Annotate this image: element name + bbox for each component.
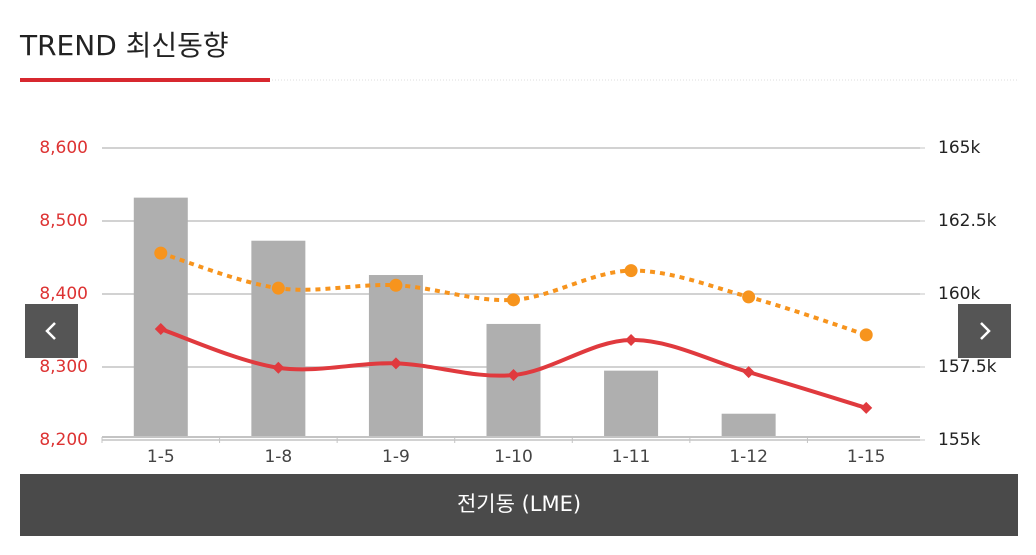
- next-icon: [980, 322, 991, 340]
- bar: [368, 275, 423, 437]
- prev-button[interactable]: [25, 304, 78, 358]
- y2-tick-label: 162.5k: [938, 211, 997, 231]
- chart: 8,200 8,300 8,400 8,500 8,600 155k 157.5k 160k 1…: [39, 138, 996, 467]
- chart-caption: 전기동 (LME): [457, 492, 581, 516]
- prev-icon: [45, 322, 56, 340]
- bar: [133, 197, 188, 437]
- line-marker: [859, 328, 873, 342]
- bar: [251, 240, 306, 437]
- line-marker: [742, 290, 756, 304]
- bar: [721, 413, 776, 437]
- line-marker: [624, 264, 638, 278]
- title-underline: [20, 78, 270, 82]
- line-marker: [154, 323, 167, 336]
- line-marker: [742, 366, 755, 379]
- line-marker: [860, 401, 873, 414]
- x-tick-label: 1-11: [612, 447, 651, 467]
- y2-tick-label: 160k: [938, 284, 980, 304]
- y2-tick-label: 157.5k: [938, 357, 997, 377]
- y-tick-label: 8,300: [39, 357, 88, 377]
- next-button[interactable]: [958, 304, 1011, 358]
- line-marker: [389, 278, 403, 292]
- caption-bar: [20, 474, 1018, 536]
- line-marker: [507, 293, 520, 307]
- line-marker: [389, 357, 402, 370]
- y-tick-label: 8,600: [39, 138, 88, 158]
- y2-tick-label: 165k: [938, 138, 980, 158]
- y-tick-label: 8,500: [39, 211, 88, 231]
- y2-tick-label: 155k: [938, 430, 980, 450]
- y-tick-label: 8,400: [39, 284, 88, 304]
- page-title: TREND 최신동향: [19, 29, 229, 62]
- line-marker: [154, 246, 168, 260]
- bar: [604, 370, 659, 437]
- x-tick-label: 1-8: [264, 447, 292, 467]
- line-marker: [271, 281, 285, 295]
- line-marker: [625, 333, 638, 346]
- x-tick-label: 1-15: [847, 447, 886, 467]
- x-tick-label: 1-12: [729, 447, 768, 467]
- y-tick-label: 8,200: [39, 430, 88, 450]
- x-tick-label: 1-5: [147, 447, 175, 467]
- x-tick-label: 1-9: [382, 447, 410, 467]
- line-marker: [507, 369, 520, 382]
- x-tick-label: 1-10: [494, 447, 533, 467]
- line-marker: [272, 361, 285, 374]
